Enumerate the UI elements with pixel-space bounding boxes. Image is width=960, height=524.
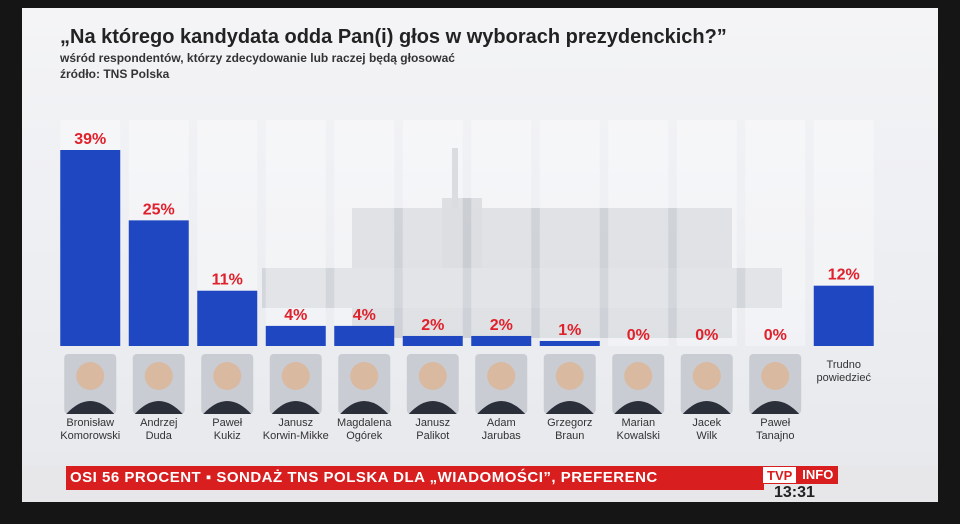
tick-label: Komorowski xyxy=(60,430,120,442)
tick-label: Janusz xyxy=(278,417,313,429)
tick-label: Jarubas xyxy=(482,430,522,442)
bar xyxy=(402,335,463,346)
chart-subtitle: wśród respondentów, którzy zdecydowanie … xyxy=(60,51,455,65)
tick-label: Palikot xyxy=(416,430,449,442)
data-label: 4% xyxy=(284,307,307,324)
candidate-face xyxy=(281,362,310,390)
bar xyxy=(265,325,326,346)
bar xyxy=(471,335,532,346)
candidate-suit xyxy=(614,401,663,414)
bar xyxy=(60,150,121,346)
bar xyxy=(128,220,189,346)
bar-background xyxy=(471,120,532,346)
bar-background xyxy=(402,120,463,346)
candidate-suit xyxy=(682,401,731,414)
tick-label: Wilk xyxy=(696,430,717,442)
tick-label: Kukiz xyxy=(214,430,241,442)
data-label: 1% xyxy=(558,322,581,339)
background-photo xyxy=(262,148,782,338)
tick-label: Paweł xyxy=(212,417,243,429)
logo-tvp: TVP xyxy=(762,466,798,484)
tick-label: Korwin-Mikke xyxy=(263,430,329,442)
chart-header: „Na którego kandydata odda Pan(i) głos w… xyxy=(60,26,727,81)
tick-label: Jacek xyxy=(692,417,721,429)
data-label: 39% xyxy=(74,131,106,148)
bar-background xyxy=(539,120,600,346)
candidate-suit xyxy=(477,401,526,414)
data-label: 2% xyxy=(421,317,444,334)
clock: 13:31 xyxy=(774,484,815,501)
bar xyxy=(197,290,258,346)
candidate-suit xyxy=(203,401,252,414)
candidate-face xyxy=(350,362,379,390)
bar xyxy=(334,325,395,346)
tick-label: Andrzej xyxy=(140,417,177,429)
tick-label: Paweł xyxy=(760,417,791,429)
tick-label: Kowalski xyxy=(617,430,660,442)
data-label: 4% xyxy=(353,307,376,324)
tick-label: Marian xyxy=(621,417,655,429)
tick-label: Magdalena xyxy=(337,417,392,429)
candidate-suit xyxy=(408,401,457,414)
bar-background xyxy=(334,120,395,346)
bar-background xyxy=(745,120,806,346)
chart-title: „Na którego kandydata odda Pan(i) głos w… xyxy=(60,26,727,48)
candidate-face xyxy=(624,362,653,390)
bar xyxy=(813,285,874,346)
tick-label: Ogórek xyxy=(346,430,383,442)
candidate-suit xyxy=(66,401,115,414)
candidate-face xyxy=(144,362,173,390)
ticker-text: OSI 56 PROCENT ▪ SONDAŻ TNS POLSKA DLA „… xyxy=(66,466,764,490)
news-ticker: OSI 56 PROCENT ▪ SONDAŻ TNS POLSKA DLA „… xyxy=(22,466,938,502)
bar-background xyxy=(265,120,326,346)
candidate-face xyxy=(761,362,790,390)
candidate-suit xyxy=(340,401,389,414)
candidate-suit xyxy=(545,401,594,414)
data-label: 12% xyxy=(828,267,860,284)
bar-background xyxy=(676,120,737,346)
candidate-face xyxy=(418,362,447,390)
tick-label: Trudno xyxy=(827,359,861,371)
candidate-suit xyxy=(271,401,320,414)
data-label: 0% xyxy=(764,327,787,344)
data-label: 11% xyxy=(212,272,243,289)
candidate-face xyxy=(213,362,242,390)
tick-label: Grzegorz xyxy=(547,417,592,429)
bar xyxy=(539,340,600,346)
candidate-suit xyxy=(751,401,800,414)
tick-label: Bronisław xyxy=(66,417,114,429)
data-label: 25% xyxy=(143,201,175,218)
tick-label: Janusz xyxy=(415,417,450,429)
candidate-face xyxy=(555,362,584,390)
tick-label: Adam xyxy=(487,417,516,429)
tick-label: Tanajno xyxy=(756,430,795,442)
chart-source: źródło: TNS Polska xyxy=(60,67,170,81)
tv-screen: „Na którego kandydata odda Pan(i) głos w… xyxy=(22,8,938,502)
tick-label: Duda xyxy=(146,430,173,442)
channel-logo: TVP INFO xyxy=(762,466,839,484)
data-label: 2% xyxy=(490,317,513,334)
tick-label: Braun xyxy=(555,430,584,442)
candidate-face xyxy=(487,362,516,390)
data-label: 0% xyxy=(695,327,718,344)
candidate-face xyxy=(692,362,721,390)
logo-info: INFO xyxy=(797,466,839,484)
bar-background xyxy=(608,120,669,346)
data-label: 0% xyxy=(627,327,650,344)
candidate-suit xyxy=(134,401,183,414)
tick-label: powiedzieć xyxy=(817,372,872,384)
candidate-face xyxy=(76,362,105,390)
